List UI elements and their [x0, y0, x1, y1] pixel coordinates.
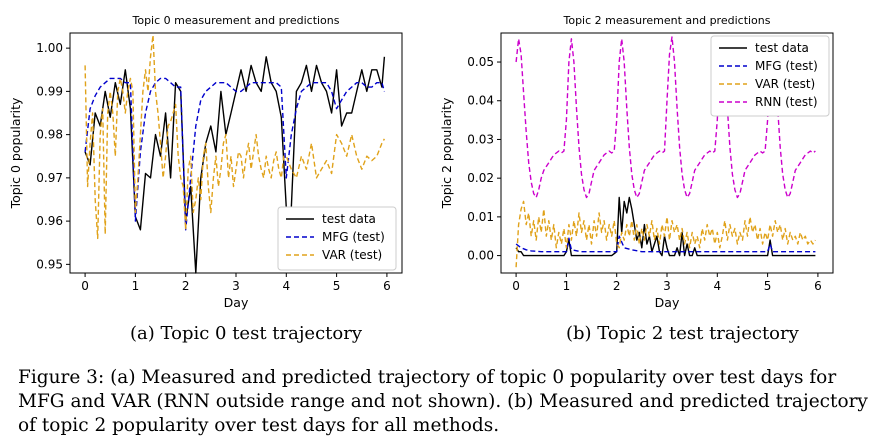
chart0-legend	[277, 206, 397, 271]
chart1-y-axis-label: Topic 2 popularity	[439, 97, 454, 209]
chart1-x-tick-label: 5	[764, 279, 772, 293]
chart0-y-tick-label: 0.95	[36, 257, 63, 271]
chart1-legend-label-1: MFG (test)	[755, 59, 818, 73]
subcaption-a: (a) Topic 0 test trajectory	[130, 323, 363, 344]
chart1-x-tick-label: 1	[563, 279, 571, 293]
chart1-legend-label-2: VAR (test)	[755, 77, 815, 91]
chart0-y-axis-label: Topic 0 popularity	[8, 97, 23, 209]
chart0-x-tick-label: 3	[232, 279, 240, 293]
chart1-x-tick-label: 2	[613, 279, 621, 293]
chart1-y-tick-label: 0.01	[467, 210, 494, 224]
chart1-x-axis-label: Day	[655, 295, 680, 310]
chart0-legend-label-1: MFG (test)	[322, 230, 385, 244]
chart0-x-tick-label: 4	[282, 279, 290, 293]
chart1-series-1-line	[515, 235, 816, 253]
chart1-y-tick-label: 0.00	[467, 249, 494, 263]
chart0-y-tick-label: 0.97	[36, 171, 63, 185]
chart1-x-tick-label: 4	[713, 279, 721, 293]
chart1-legend-label-3: RNN (test)	[755, 95, 818, 109]
chart1-x-tick-label: 0	[512, 279, 520, 293]
chart0-y-tick-label: 1.00	[36, 41, 63, 55]
chart0-y-tick-label: 0.96	[36, 214, 63, 228]
chart1-y-tick-label: 0.02	[467, 171, 494, 185]
chart1-x-tick-label: 3	[663, 279, 671, 293]
chart1-title: Topic 2 measurement and predictions	[562, 14, 770, 27]
chart1-legend	[710, 35, 830, 117]
chart0-legend-label-2: VAR (test)	[322, 248, 382, 262]
chart1-y-tick-label: 0.04	[467, 94, 494, 108]
chart1-series-3-line	[515, 36, 816, 199]
chart0-y-tick-label: 0.99	[36, 84, 63, 98]
chart1-series-2-line	[515, 200, 816, 268]
chart0-x-tick-label: 5	[333, 279, 341, 293]
chart0-title: Topic 0 measurement and predictions	[131, 14, 339, 27]
chart0-x-tick-label: 6	[383, 279, 391, 293]
chart0-x-tick-label: 2	[182, 279, 190, 293]
chart1-legend-label-0: test data	[755, 41, 809, 55]
chart0-x-tick-label: 1	[132, 279, 140, 293]
chart0-y-tick-label: 0.98	[36, 128, 63, 142]
chart1-y-tick-label: 0.05	[467, 55, 494, 69]
subcaption-b: (b) Topic 2 test trajectory	[566, 323, 799, 344]
figure-caption: Figure 3: (a) Measured and predicted tra…	[18, 367, 868, 436]
chart1-x-tick-label: 6	[814, 279, 822, 293]
chart0-x-tick-label: 0	[81, 279, 89, 293]
chart0-series-2-line	[84, 34, 386, 240]
chart0-legend-label-0: test data	[322, 212, 376, 226]
chart0-series-1-line	[84, 77, 386, 231]
chart1-y-tick-label: 0.03	[467, 132, 494, 146]
chart0-x-axis-label: Day	[224, 295, 249, 310]
